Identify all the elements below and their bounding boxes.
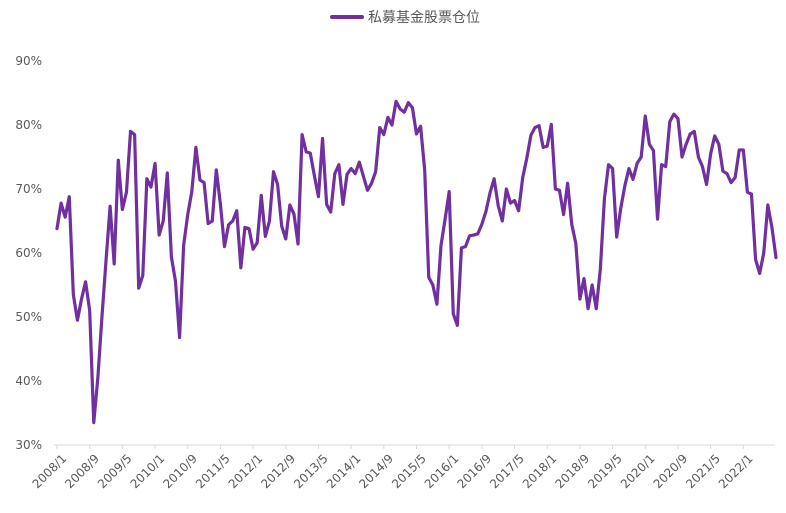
y-tick-label: 40%: [15, 374, 42, 388]
y-tick-label: 50%: [15, 310, 42, 324]
x-tick-label: 2012/1: [226, 451, 266, 491]
x-tick-label: 2011/5: [193, 451, 233, 491]
x-tick-label: 2019/5: [585, 451, 625, 491]
y-tick-label: 60%: [15, 246, 42, 260]
y-tick-label: 30%: [15, 438, 42, 452]
x-tick-label: 2016/9: [454, 451, 494, 491]
y-tick-label: 70%: [15, 182, 42, 196]
x-tick-label: 2015/5: [389, 451, 429, 491]
x-tick-label: 2009/5: [95, 451, 135, 491]
x-tick-label: 2014/1: [324, 451, 364, 491]
y-tick-label: 90%: [15, 54, 42, 68]
x-tick-label: 2010/9: [160, 451, 200, 491]
x-tick-label: 2021/5: [683, 451, 723, 491]
x-tick-label: 2020/1: [618, 451, 658, 491]
x-tick-label: 2008/9: [62, 451, 102, 491]
y-tick-label: 80%: [15, 118, 42, 132]
y-axis: 30% 40% 50% 60% 70% 80% 90%: [15, 54, 42, 452]
x-tick-label: 2018/9: [552, 451, 592, 491]
legend-label: 私募基金股票仓位: [368, 9, 480, 26]
x-tick-label: 2008/1: [30, 451, 70, 491]
x-tick-label: 2020/9: [651, 451, 691, 491]
x-tick-label: 2012/9: [258, 451, 298, 491]
x-tick-label: 2014/9: [356, 451, 396, 491]
x-tick-label: 2017/5: [487, 451, 527, 491]
x-axis: 2008/12008/92009/52010/12010/92011/52012…: [30, 445, 756, 491]
series-line: [55, 99, 778, 425]
series-group: [55, 99, 778, 425]
legend: 私募基金股票仓位: [330, 9, 480, 26]
x-tick-label: 2022/1: [716, 451, 756, 491]
x-tick-label: 2013/5: [291, 451, 331, 491]
x-tick-label: 2010/1: [128, 451, 168, 491]
x-tick-label: 2016/1: [422, 451, 462, 491]
x-tick-label: 2018/1: [520, 451, 560, 491]
